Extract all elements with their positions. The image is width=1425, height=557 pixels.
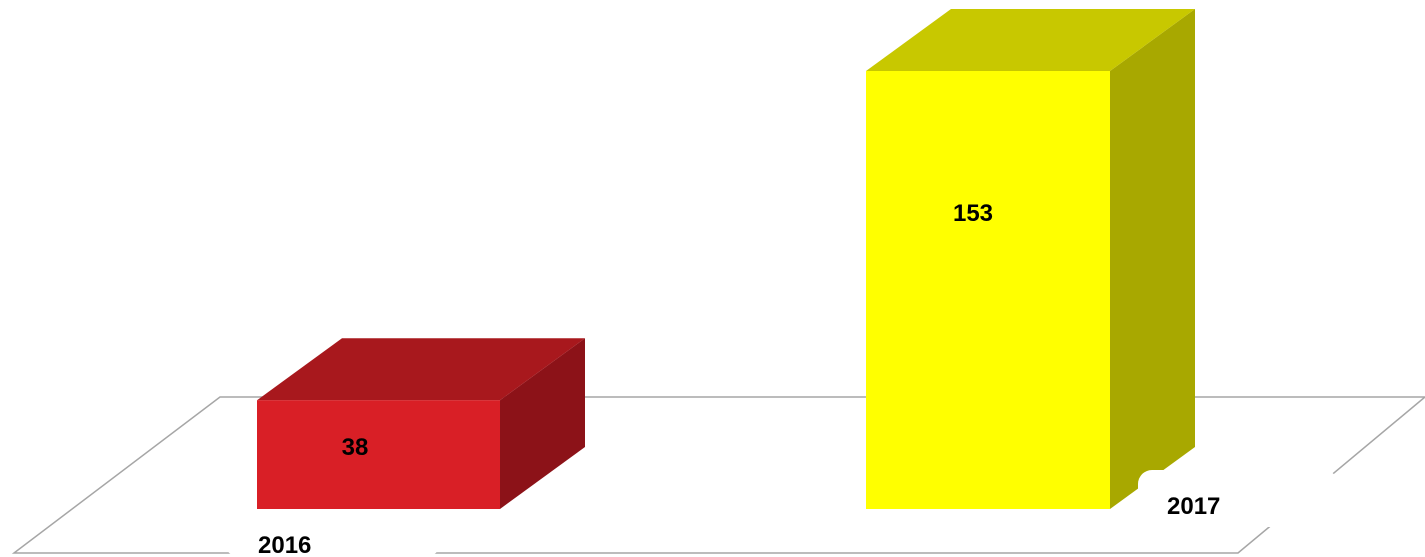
category-label-bg-2016 bbox=[225, 510, 440, 557]
bar-front-2016 bbox=[257, 400, 500, 509]
labels: 38 153 2016 2017 bbox=[225, 200, 1338, 557]
bar-front-2017 bbox=[866, 71, 1110, 509]
category-label-2016: 2016 bbox=[258, 532, 311, 557]
bar-2016 bbox=[257, 338, 585, 509]
data-label-2016: 38 bbox=[342, 434, 369, 461]
data-label-2017: 153 bbox=[953, 200, 993, 227]
bar-2017 bbox=[866, 9, 1195, 509]
bar-side-2016 bbox=[500, 338, 585, 509]
floor-outline bbox=[11, 396, 1425, 554]
category-label-2017: 2017 bbox=[1167, 493, 1220, 520]
bar-side-2017 bbox=[1110, 9, 1195, 509]
bar-top-2016 bbox=[257, 338, 585, 401]
chart-floor bbox=[11, 396, 1425, 554]
category-label-bg-2017 bbox=[1138, 470, 1338, 527]
bars bbox=[257, 9, 1195, 509]
bar-top-2017 bbox=[866, 9, 1195, 71]
